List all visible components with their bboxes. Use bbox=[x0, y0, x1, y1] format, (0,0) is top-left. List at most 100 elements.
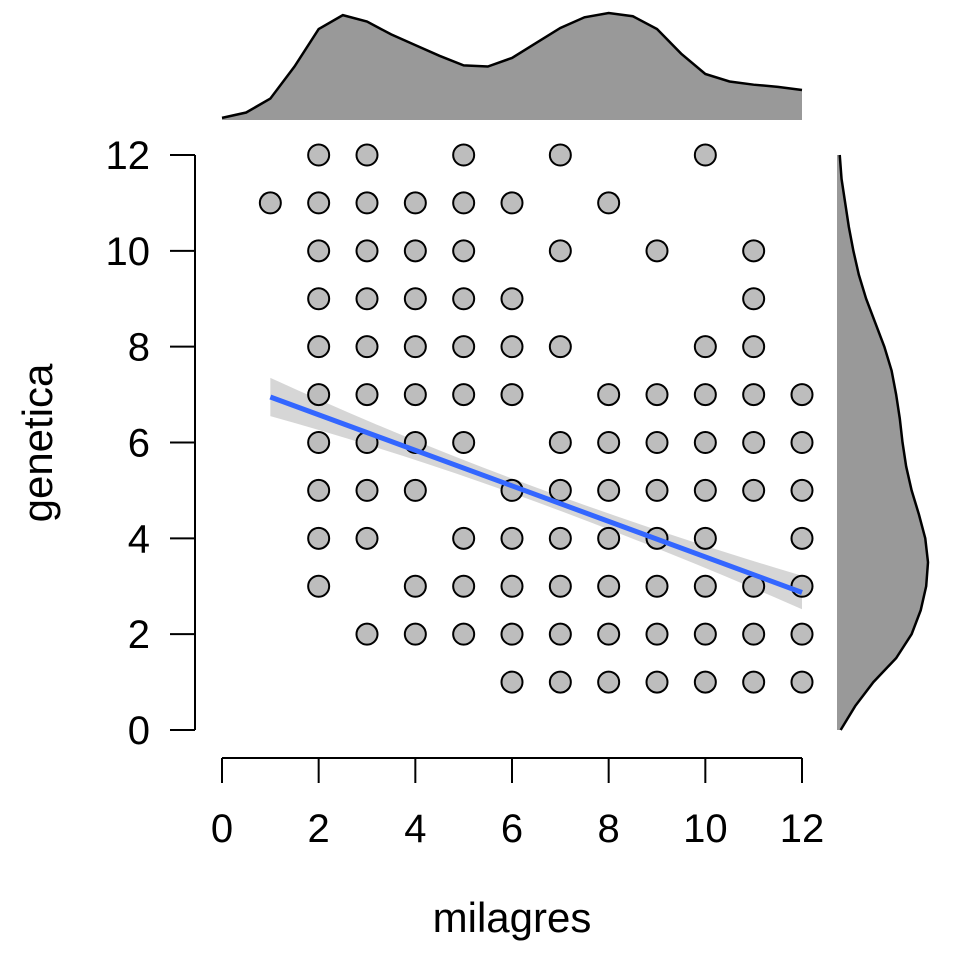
data-point bbox=[500, 383, 524, 407]
data-point bbox=[548, 143, 572, 167]
data-point bbox=[548, 478, 572, 502]
data-point bbox=[693, 526, 717, 550]
x-axis-title: milagres bbox=[433, 894, 592, 941]
data-point bbox=[403, 622, 427, 646]
data-point bbox=[452, 191, 476, 215]
data-point bbox=[548, 670, 572, 694]
data-point bbox=[500, 526, 524, 550]
data-point bbox=[645, 239, 669, 263]
data-point bbox=[307, 191, 331, 215]
x-tick-label-10: 10 bbox=[683, 807, 728, 851]
data-point bbox=[693, 574, 717, 598]
data-point bbox=[742, 383, 766, 407]
data-point bbox=[403, 383, 427, 407]
data-point bbox=[548, 622, 572, 646]
data-point bbox=[597, 431, 621, 454]
data-point bbox=[452, 431, 476, 454]
data-point bbox=[645, 574, 669, 598]
y-tick-label-10: 10 bbox=[106, 230, 151, 274]
data-point bbox=[452, 335, 476, 359]
data-point bbox=[307, 335, 331, 359]
data-point bbox=[258, 191, 282, 215]
data-point bbox=[742, 335, 766, 359]
data-point bbox=[645, 431, 669, 454]
data-point bbox=[645, 478, 669, 502]
data-point bbox=[597, 478, 621, 502]
data-point bbox=[452, 239, 476, 263]
data-point bbox=[500, 670, 524, 694]
data-point bbox=[355, 287, 379, 311]
data-point bbox=[452, 287, 476, 311]
data-point bbox=[693, 143, 717, 167]
right-density-curve bbox=[838, 154, 930, 731]
data-point bbox=[307, 526, 331, 550]
data-point bbox=[645, 622, 669, 646]
top-marginal-density bbox=[221, 11, 803, 120]
data-point bbox=[597, 191, 621, 215]
x-tick-label-8: 8 bbox=[598, 807, 620, 851]
y-tick-label-0: 0 bbox=[128, 709, 150, 753]
data-point bbox=[742, 287, 766, 311]
data-point bbox=[355, 191, 379, 215]
data-point bbox=[548, 335, 572, 359]
x-tick-label-6: 6 bbox=[501, 807, 523, 851]
top-density-curve bbox=[221, 11, 803, 120]
data-point bbox=[307, 478, 331, 502]
data-point bbox=[597, 383, 621, 407]
data-point bbox=[645, 670, 669, 694]
top-density-area bbox=[222, 13, 802, 120]
data-point bbox=[355, 239, 379, 263]
data-point bbox=[742, 622, 766, 646]
data-point bbox=[355, 143, 379, 167]
right-density-area bbox=[837, 155, 928, 730]
data-point bbox=[597, 670, 621, 694]
data-point bbox=[693, 431, 717, 454]
scatter-points bbox=[258, 143, 814, 694]
x-tick-label-4: 4 bbox=[404, 807, 426, 851]
data-point bbox=[742, 239, 766, 263]
x-tick-label-2: 2 bbox=[308, 807, 330, 851]
data-point bbox=[597, 574, 621, 598]
data-point bbox=[403, 287, 427, 311]
data-point bbox=[452, 622, 476, 646]
y-axis-title: genetica bbox=[14, 363, 61, 522]
data-point bbox=[452, 574, 476, 598]
data-point bbox=[693, 335, 717, 359]
data-point bbox=[355, 478, 379, 502]
axes: 0 2 4 6 8 10 12 0 2 4 6 8 10 12 bbox=[106, 134, 825, 851]
data-point bbox=[548, 239, 572, 263]
data-point bbox=[548, 574, 572, 598]
data-point bbox=[597, 622, 621, 646]
data-point bbox=[597, 526, 621, 550]
data-point bbox=[742, 478, 766, 502]
data-point bbox=[500, 574, 524, 598]
data-point bbox=[790, 431, 814, 454]
data-point bbox=[500, 622, 524, 646]
data-point bbox=[693, 670, 717, 694]
data-point bbox=[307, 239, 331, 263]
x-tick-label-0: 0 bbox=[211, 807, 233, 851]
data-point bbox=[452, 383, 476, 407]
data-point bbox=[790, 478, 814, 502]
data-point bbox=[742, 431, 766, 454]
data-point bbox=[548, 431, 572, 454]
data-point bbox=[355, 335, 379, 359]
data-point bbox=[355, 526, 379, 550]
y-tick-label-4: 4 bbox=[128, 517, 150, 561]
data-point bbox=[742, 670, 766, 694]
data-point bbox=[403, 239, 427, 263]
data-point bbox=[500, 335, 524, 359]
data-point bbox=[790, 670, 814, 694]
data-point bbox=[307, 383, 331, 407]
data-point bbox=[693, 383, 717, 407]
data-point bbox=[403, 335, 427, 359]
data-point bbox=[403, 191, 427, 215]
data-point bbox=[307, 431, 331, 454]
right-marginal-density bbox=[837, 154, 930, 731]
data-point bbox=[307, 574, 331, 598]
data-point bbox=[403, 574, 427, 598]
data-point bbox=[500, 191, 524, 215]
data-point bbox=[790, 383, 814, 407]
y-tick-label-6: 6 bbox=[128, 422, 150, 466]
